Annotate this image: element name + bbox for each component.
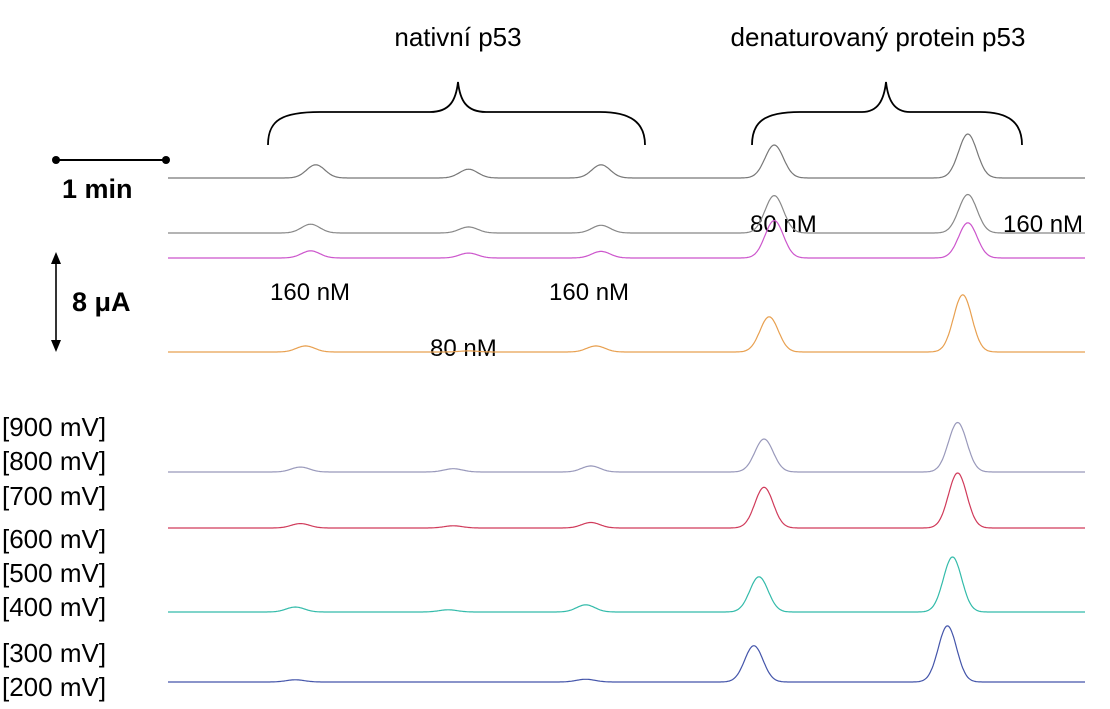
trace-line — [168, 472, 1085, 529]
brace-native — [267, 81, 646, 146]
potential-label: [400 mV] — [2, 592, 106, 622]
potential-label: [600 mV] — [2, 524, 106, 554]
trace-line — [168, 193, 1085, 234]
annotation-native-160nm-left: 160 nM — [270, 279, 350, 306]
annotation-native-160nm-right: 160 nM — [549, 279, 629, 306]
group-title-denatured: denaturovaný protein p53 — [731, 22, 1026, 52]
trace-line — [168, 556, 1085, 613]
trace-line — [168, 219, 1085, 259]
trace-line — [168, 421, 1085, 473]
potential-labels: [900 mV] [800 mV] [700 mV] [600 mV] [500 mV]… — [2, 412, 106, 702]
potential-label: [500 mV] — [2, 558, 106, 588]
group-title-native: nativní p53 — [394, 22, 521, 52]
traces — [168, 133, 1085, 683]
potential-label: [200 mV] — [2, 672, 106, 702]
brace-denatured — [751, 81, 1023, 146]
current-scale-label: 8 μA — [72, 287, 131, 317]
current-scale-bar — [51, 252, 61, 352]
annotation-denatured-160nm: 160 nM — [1003, 211, 1083, 238]
trace-line — [168, 133, 1085, 179]
potential-label: [900 mV] — [2, 412, 106, 442]
annotation-native-80nm: 80 nM — [430, 335, 497, 362]
time-scale-bar — [52, 156, 170, 164]
time-scale-label: 1 min — [62, 174, 133, 204]
potential-label: [700 mV] — [2, 481, 106, 511]
trace-line — [168, 294, 1085, 353]
potential-label: [300 mV] — [2, 638, 106, 668]
trace-line — [168, 625, 1085, 683]
potential-label: [800 mV] — [2, 446, 106, 476]
